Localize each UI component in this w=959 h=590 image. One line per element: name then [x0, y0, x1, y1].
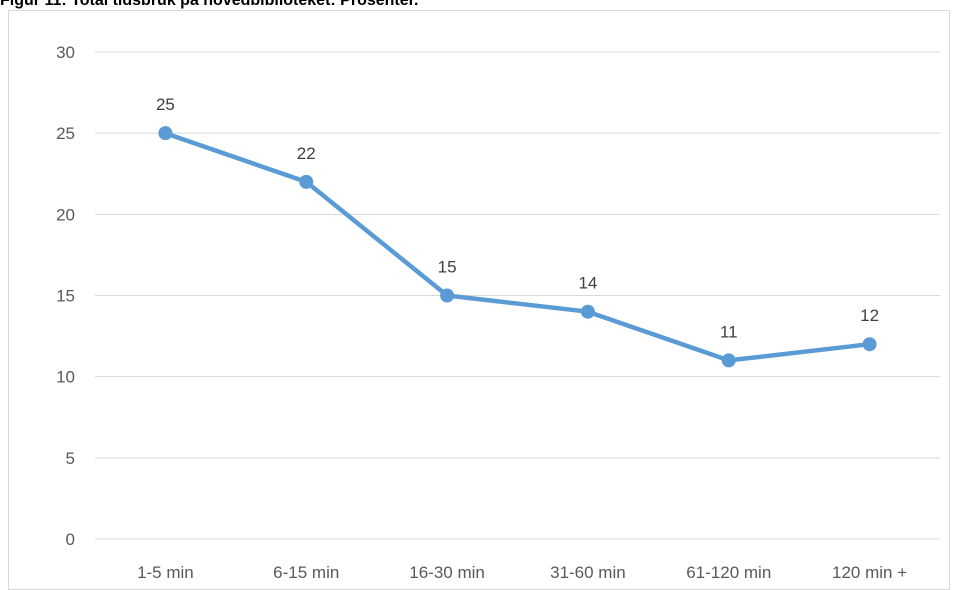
y-tick-label: 25 — [56, 124, 75, 143]
data-label: 12 — [860, 306, 879, 325]
x-tick-label: 16-30 min — [409, 563, 485, 581]
data-label: 11 — [720, 322, 738, 341]
x-tick-label: 1-5 min — [137, 563, 194, 581]
data-point — [721, 353, 736, 368]
y-tick-label: 15 — [56, 287, 75, 306]
series-layer — [158, 126, 877, 368]
data-label: 22 — [297, 144, 316, 163]
gridlines — [95, 51, 940, 540]
data-label: 14 — [578, 274, 597, 293]
data-labels: 25 22 15 14 11 12 — [156, 95, 879, 341]
x-tick-label: 120 min + — [832, 563, 907, 581]
data-point — [580, 304, 595, 319]
series-line — [163, 130, 872, 363]
x-tick-label: 61-120 min — [686, 563, 771, 581]
y-tick-label: 5 — [66, 449, 75, 468]
data-point — [158, 126, 173, 141]
data-point — [440, 288, 455, 303]
y-tick-label: 30 — [56, 43, 75, 62]
data-point — [862, 337, 877, 352]
x-tick-label: 31-60 min — [550, 563, 626, 581]
data-label: 25 — [156, 95, 175, 114]
x-axis-tick-labels: 1-5 min 6-15 min 16-30 min 31-60 min 61-120 … — [137, 563, 907, 581]
y-tick-label: 10 — [56, 368, 75, 387]
x-tick-label: 6-15 min — [273, 563, 339, 581]
data-label: 15 — [438, 258, 457, 277]
figure-title: Figur 11: Total tidsbruk på hovedbibliot… — [0, 0, 419, 9]
y-tick-label: 0 — [66, 530, 75, 549]
data-point — [299, 174, 314, 189]
y-tick-label: 20 — [56, 205, 75, 224]
y-axis-tick-labels: 0 5 10 15 20 25 30 — [56, 43, 75, 549]
